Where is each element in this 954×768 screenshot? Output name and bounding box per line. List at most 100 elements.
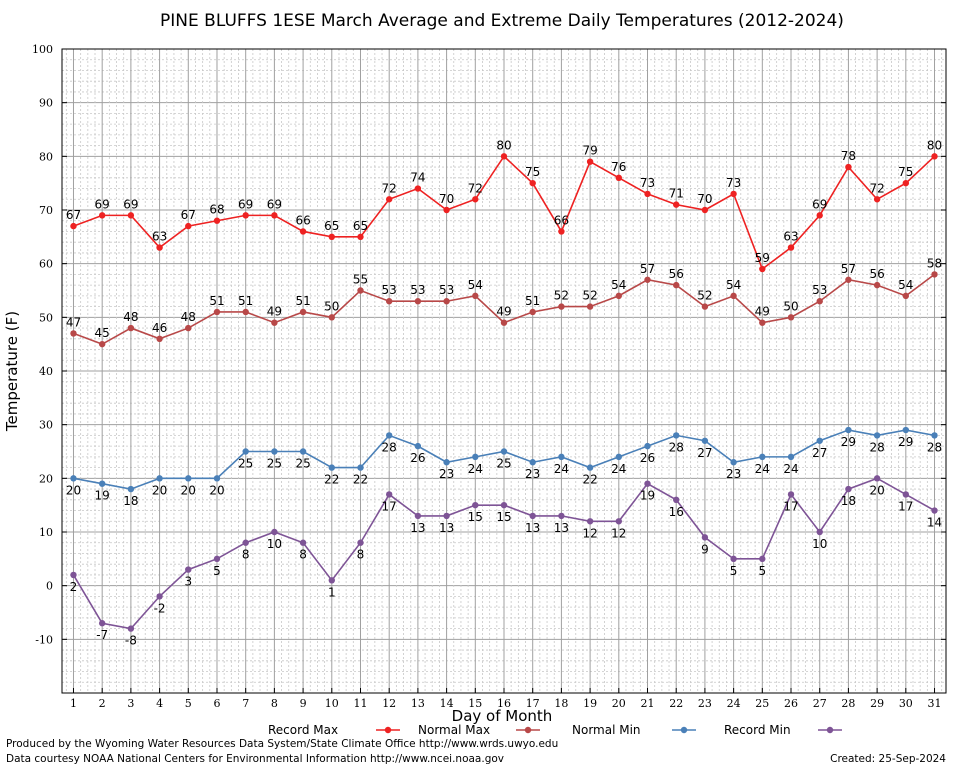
- data-point-record-min: [357, 539, 364, 546]
- data-label-normal-min: 24: [783, 462, 798, 476]
- data-label-record-max: 69: [95, 197, 110, 211]
- data-label-normal-min: 28: [669, 440, 684, 454]
- data-point-record-max: [213, 217, 221, 224]
- data-label-record-min: -2: [154, 601, 166, 615]
- data-label-record-min: 13: [410, 521, 425, 535]
- data-label-record-max: 70: [697, 192, 712, 206]
- data-label-record-max: 59: [755, 251, 770, 265]
- data-label-record-max: 73: [726, 176, 741, 190]
- data-label-normal-max: 49: [755, 305, 770, 319]
- data-label-record-max: 69: [267, 197, 282, 211]
- data-label-normal-max: 54: [611, 278, 626, 292]
- data-label-normal-max: 53: [439, 283, 454, 297]
- legend-label-record-max: Record Max: [268, 723, 338, 737]
- data-point-normal-min: [816, 437, 823, 444]
- data-point-normal-min: [586, 464, 594, 471]
- data-point-normal-min: [242, 448, 249, 455]
- x-tick-label: 10: [325, 697, 339, 710]
- data-point-record-min: [558, 512, 565, 520]
- data-point-normal-min: [558, 453, 565, 461]
- data-point-record-min: [443, 512, 450, 520]
- data-label-record-min: 17: [382, 499, 397, 513]
- data-label-normal-max: 58: [927, 256, 942, 270]
- data-point-normal-min: [185, 475, 192, 482]
- data-point-normal-max: [242, 308, 249, 316]
- data-point-normal-min: [529, 459, 536, 466]
- data-label-record-min: 10: [812, 537, 827, 551]
- x-tick-label: 24: [727, 697, 741, 710]
- footer-created-date: Created: 25-Sep-2024: [830, 753, 946, 765]
- data-label-record-min: 5: [758, 564, 766, 578]
- data-point-record-max: [816, 212, 823, 219]
- data-point-normal-min: [299, 448, 307, 455]
- data-label-normal-min: 20: [66, 483, 81, 497]
- data-label-normal-min: 24: [611, 462, 626, 476]
- data-label-record-max: 65: [353, 219, 368, 233]
- data-point-record-max: [558, 228, 565, 235]
- x-tick-label: 15: [468, 697, 482, 710]
- y-tick-label: 50: [39, 311, 53, 324]
- data-label-normal-min: 28: [869, 440, 884, 454]
- data-point-record-min: [529, 512, 536, 520]
- y-tick-label: 40: [39, 365, 53, 378]
- data-point-normal-max: [271, 319, 278, 326]
- x-tick-label: 4: [156, 697, 163, 710]
- data-point-normal-max: [500, 319, 508, 326]
- data-point-normal-min: [328, 464, 335, 471]
- data-label-record-min: 17: [898, 499, 913, 513]
- legend-label-record-min: Record Min: [724, 723, 791, 737]
- data-point-normal-min: [213, 475, 221, 482]
- data-label-normal-max: 52: [697, 289, 712, 303]
- data-point-record-min: [98, 620, 106, 627]
- data-label-record-min: 12: [611, 526, 626, 540]
- data-point-normal-max: [213, 308, 221, 316]
- data-label-record-max: 79: [582, 144, 597, 158]
- data-label-normal-max: 57: [841, 262, 856, 276]
- data-label-record-max: 63: [783, 230, 798, 244]
- data-label-normal-max: 49: [267, 305, 282, 319]
- y-tick-label: 10: [39, 526, 53, 539]
- y-axis-label: Temperature (F): [3, 311, 21, 432]
- data-point-record-min: [70, 571, 77, 579]
- data-point-normal-max: [931, 271, 938, 278]
- data-label-record-max: 73: [640, 176, 655, 190]
- data-label-normal-max: 48: [181, 310, 196, 324]
- data-point-record-max: [385, 196, 393, 203]
- data-label-normal-min: 26: [640, 451, 655, 465]
- data-point-normal-min: [902, 426, 910, 434]
- data-point-record-min: [759, 555, 766, 563]
- data-label-record-min: 16: [669, 505, 684, 519]
- data-label-normal-min: 18: [123, 494, 138, 508]
- data-label-record-max: 67: [181, 208, 196, 222]
- x-tick-label: 19: [583, 697, 597, 710]
- data-label-normal-max: 47: [66, 315, 81, 329]
- data-label-record-min: -7: [96, 628, 108, 642]
- data-point-normal-max: [558, 303, 565, 310]
- x-tick-label: 6: [213, 697, 220, 710]
- data-label-normal-min: 20: [181, 483, 196, 497]
- data-point-normal-max: [902, 292, 910, 300]
- series-normal-max: 47 45 48 46 48 51 51 49 51 50 55 53 53 53 54 49 51 52 52 54…: [66, 256, 942, 348]
- data-label-record-min: 10: [267, 537, 282, 551]
- data-label-normal-min: 25: [295, 457, 310, 471]
- data-label-normal-min: 22: [353, 473, 368, 487]
- x-tick-label: 11: [353, 697, 367, 710]
- data-label-normal-max: 56: [669, 267, 684, 281]
- data-point-record-min: [845, 485, 852, 493]
- data-point-normal-max: [414, 298, 422, 305]
- data-label-record-min: 5: [730, 564, 738, 578]
- data-label-normal-min: 26: [410, 451, 425, 465]
- data-label-normal-min: 22: [324, 473, 339, 487]
- footer-produced-by: Produced by the Wyoming Water Resources …: [6, 738, 558, 750]
- data-point-normal-min: [615, 453, 623, 461]
- data-point-record-min: [644, 480, 651, 487]
- data-point-normal-max: [615, 292, 623, 300]
- data-point-normal-max: [70, 330, 77, 337]
- data-label-normal-min: 19: [95, 489, 110, 503]
- data-point-record-min: [586, 518, 594, 525]
- data-label-record-min: 8: [299, 548, 307, 562]
- data-label-record-min: 18: [841, 494, 856, 508]
- data-point-record-min: [156, 593, 163, 600]
- data-label-normal-min: 27: [697, 446, 712, 460]
- data-label-record-max: 68: [209, 203, 224, 217]
